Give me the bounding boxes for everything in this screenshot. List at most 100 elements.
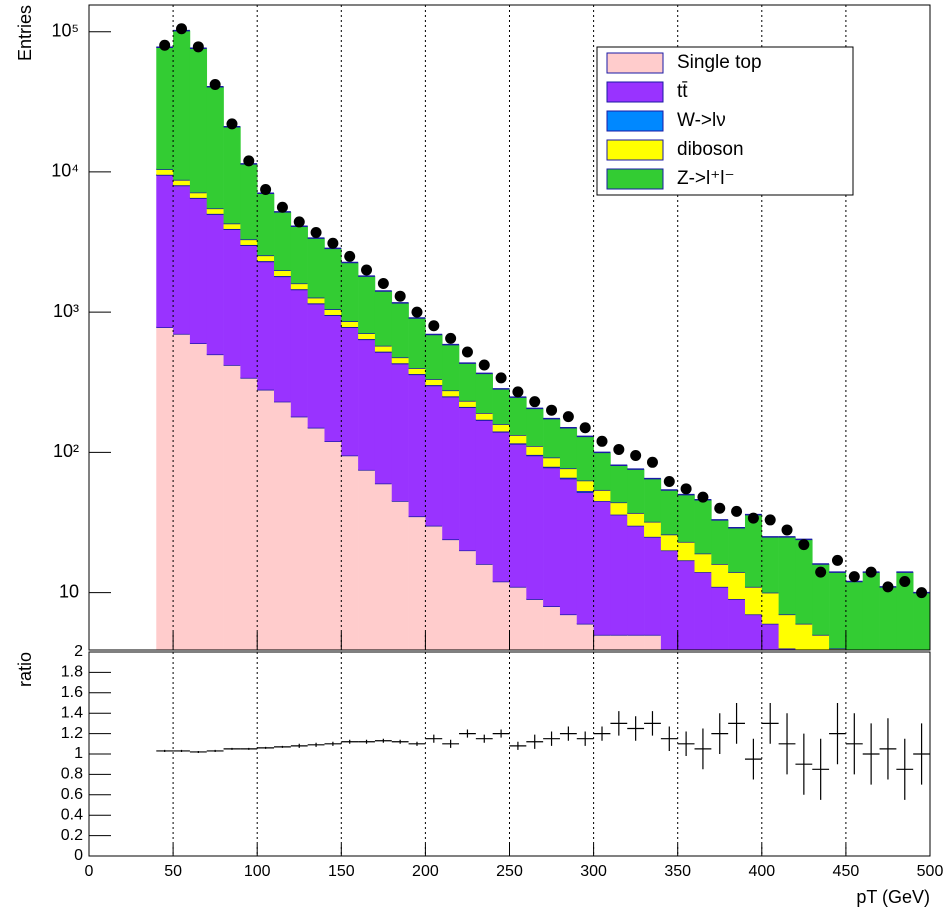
data-point (714, 502, 726, 514)
bar-segment (156, 327, 174, 650)
bar-segment (223, 126, 241, 224)
bar-segment (845, 581, 864, 650)
ratio-point (206, 749, 224, 752)
bar-segment (761, 536, 779, 593)
bar-segment (812, 634, 830, 650)
bar-segment (761, 592, 779, 624)
ratio-point (728, 703, 745, 744)
data-point (361, 264, 373, 276)
y-tick-label: 10² (53, 441, 79, 461)
data-point (159, 39, 171, 51)
ratio-point (156, 749, 174, 752)
bar-segment (341, 321, 359, 327)
data-point (697, 491, 709, 503)
bar-segment (189, 198, 208, 344)
ratio-point (526, 734, 544, 749)
bar-segment (307, 303, 325, 428)
bar-segment (475, 420, 493, 565)
bar-segment (156, 175, 174, 328)
legend-label: W->lν (677, 110, 726, 131)
bar-segment (358, 276, 376, 334)
x-tick-label: 300 (580, 863, 607, 880)
bar-segment (156, 169, 174, 175)
bar-segment (240, 377, 258, 650)
bar-segment (425, 525, 443, 650)
bar-segment (274, 270, 292, 277)
bar-segment (694, 553, 712, 573)
bar-segment (290, 416, 308, 650)
y-axis-title: Entries (15, 5, 35, 61)
bar-segment (307, 297, 325, 304)
bar-segment (795, 539, 813, 624)
bar-segment (761, 623, 779, 650)
bar-segment (644, 536, 662, 635)
y-tick-label: 10⁴ (51, 161, 79, 181)
bar-segment (257, 193, 275, 256)
bar-segment (408, 374, 426, 517)
main-frame (88, 4, 931, 651)
bar-segment (610, 634, 628, 650)
ratio-point (711, 713, 729, 754)
bar-segment (576, 623, 594, 650)
x-tick-label: 350 (664, 863, 691, 880)
bar-segment (257, 261, 275, 390)
bar-segment (744, 586, 763, 615)
bar-segment (644, 521, 662, 537)
bar-segment (593, 489, 611, 502)
ratio-point (307, 742, 325, 747)
bar-segment (711, 586, 729, 650)
x-tick-label: 100 (244, 863, 271, 880)
data-point (731, 505, 743, 517)
data-point (646, 456, 658, 468)
bar-segment (274, 276, 292, 402)
bar-segment (778, 536, 796, 615)
ratio-point (189, 750, 207, 753)
bar-segment (644, 478, 662, 522)
bar-segment (173, 30, 191, 180)
bar-segment (324, 309, 342, 315)
bar-segment (442, 344, 460, 391)
ratio-point (913, 723, 930, 785)
bar-segment (694, 499, 712, 554)
x-tick-label: 150 (328, 863, 355, 880)
bar-segment (660, 534, 678, 551)
bar-segment (324, 441, 342, 650)
bar-segment (189, 192, 208, 198)
data-point (478, 359, 490, 371)
ratio-point (778, 713, 796, 775)
x-tick-label: 0 (85, 863, 94, 880)
data-point (613, 443, 625, 455)
ratio-point (576, 731, 594, 746)
ratio-point (543, 731, 560, 746)
bar-segment (189, 343, 208, 650)
bar-segment (223, 365, 241, 650)
y-tick-label: 10⁵ (52, 20, 79, 40)
ratio-point (173, 749, 190, 752)
bar-segment (358, 339, 376, 470)
bar-segment (778, 648, 796, 650)
data-point (495, 372, 507, 384)
bar-segment (677, 560, 695, 650)
bar-segment (391, 501, 409, 650)
bar-segment (576, 436, 594, 481)
ratio-point (223, 747, 241, 750)
ratio-y-tick-label: 2 (74, 643, 83, 660)
ratio-y-tick-label: 0.6 (61, 786, 83, 803)
bar-segment (559, 614, 578, 650)
bar-segment (509, 586, 527, 650)
data-point (798, 539, 810, 551)
ratio-point (509, 741, 527, 750)
data-point (865, 566, 877, 578)
legend-label: tt̄ (677, 81, 688, 102)
bar-segment (341, 455, 359, 650)
bar-segment (206, 354, 224, 650)
bar-segment (442, 539, 460, 650)
bar-segment (728, 572, 746, 600)
data-point (411, 306, 423, 318)
bar-segment (223, 223, 241, 229)
bar-segment (543, 467, 561, 607)
bar-segment (391, 363, 409, 502)
bar-segment (189, 48, 208, 193)
ratio-point (290, 743, 308, 748)
